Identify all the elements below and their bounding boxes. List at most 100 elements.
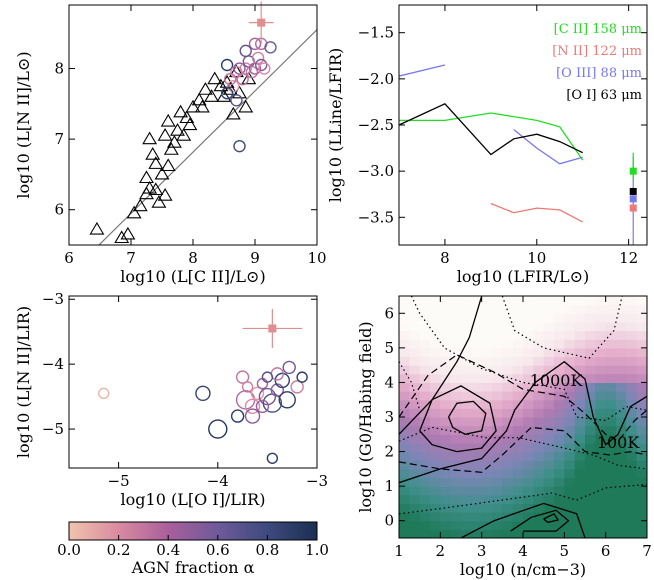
circle-point: [98, 387, 110, 400]
heatmap-cell: [450, 477, 462, 487]
heatmap-cell: [585, 529, 596, 538]
heatmap-cell: [564, 408, 576, 418]
heatmap-cell: [481, 339, 493, 349]
heatmap-cell: [399, 296, 410, 306]
heatmap-cell: [636, 391, 647, 401]
heatmap-cell: [626, 339, 638, 349]
heatmap-cell: [574, 468, 586, 479]
heatmap-cell: [533, 296, 545, 306]
heatmap-cell: [533, 399, 545, 409]
heatmap-cell: [605, 296, 617, 306]
colorbar-gradient: [68, 521, 318, 541]
heatmap-cell: [481, 434, 493, 444]
heatmap-cell: [430, 382, 441, 392]
heatmap-cell: [461, 425, 472, 435]
heatmap-cell: [533, 356, 545, 366]
heatmap-cell: [626, 373, 638, 383]
circle-point: [241, 381, 254, 393]
heatmap-cell: [543, 503, 555, 513]
heatmap-cell: [595, 468, 607, 479]
heatmap-cell: [409, 477, 421, 487]
heatmap-cell: [574, 486, 586, 496]
heatmap-cell: [481, 399, 493, 409]
x-tick-label: 2: [436, 542, 446, 560]
heatmap-cell: [616, 494, 627, 504]
heatmap-cell: [554, 477, 565, 487]
heatmap-cell: [523, 382, 534, 392]
heatmap-cell: [605, 520, 617, 530]
series-line: [513, 129, 583, 165]
heatmap-cell: [574, 503, 586, 513]
plot-frame: [68, 295, 318, 469]
heatmap-cell: [543, 451, 555, 461]
circle-point: [244, 408, 261, 424]
heatmap-cell: [409, 399, 421, 409]
heatmap-cell: [502, 399, 514, 409]
heatmap-cell: [523, 399, 534, 409]
colorbar-ticks: 0.0 0.2 0.4 0.6 0.8 1.0: [57, 535, 329, 559]
heatmap-cell: [585, 296, 596, 306]
contour-dotted: [410, 296, 647, 422]
heatmap-cell: [574, 296, 586, 306]
heatmap-cell: [502, 512, 514, 522]
triangle-point: [160, 158, 176, 172]
heatmap-cell: [481, 486, 493, 496]
heatmap-cell: [492, 512, 503, 522]
heatmap-cell: [564, 399, 576, 409]
heatmap-cell: [595, 304, 607, 314]
heatmap-cell: [512, 339, 524, 349]
heatmap-cell: [626, 460, 638, 470]
heatmap-cell: [399, 373, 410, 383]
heatmap-cell: [574, 330, 586, 340]
heatmap-cell: [554, 417, 565, 427]
heatmap-cell: [574, 347, 586, 358]
heatmap-cell: [461, 442, 472, 453]
heatmap-cell: [409, 442, 421, 453]
heatmap-cell: [430, 494, 441, 504]
heatmap-cell: [605, 512, 617, 522]
heatmap-cell: [636, 296, 647, 306]
heatmap-cell: [461, 347, 472, 358]
triangle-point: [222, 82, 238, 95]
legend-entry: [O I] 63 μm: [566, 88, 642, 103]
heatmap-cell: [409, 417, 421, 427]
panel-line-ratio-vs-lfir: [C II] 158 μm [N II] 122 μm [O III] 88 μm […: [326, 4, 648, 286]
heatmap-cell: [595, 512, 607, 522]
heatmap-cell: [626, 313, 638, 323]
heatmap-cell: [585, 520, 596, 530]
heatmap-cell: [450, 339, 462, 349]
triangle-point: [207, 71, 223, 85]
heatmap-cell: [636, 520, 647, 530]
heatmap-cell: [512, 529, 524, 538]
heatmap-cell: [523, 460, 534, 470]
heatmap-cell: [399, 417, 410, 427]
heatmap-cell: [399, 356, 410, 366]
heatmap-cell: [409, 373, 421, 383]
heatmap-cell: [564, 503, 576, 513]
heatmap-cell: [440, 468, 452, 479]
heatmap-cell: [481, 365, 493, 375]
circle-point: [230, 94, 243, 107]
legend-entry: [N II] 122 μm: [552, 44, 642, 59]
circle-point: [296, 371, 308, 383]
heatmap-cell: [564, 468, 576, 479]
heatmap-cell: [440, 451, 452, 461]
heatmap-cell: [481, 417, 493, 427]
heatmap-cell: [471, 347, 483, 358]
series-point-12: [629, 195, 637, 203]
x-tick-label: 6: [601, 542, 611, 560]
heatmap-cell: [512, 477, 524, 487]
heatmap-cell: [626, 468, 638, 479]
heatmap-cell: [543, 468, 555, 479]
heatmap-cell: [430, 373, 441, 383]
heatmap-cell: [419, 408, 431, 418]
heatmap-cell: [626, 330, 638, 340]
colorbar-tick-label: 0.2: [107, 541, 131, 559]
heatmap-cell: [399, 451, 410, 461]
circle-point: [266, 452, 279, 464]
heatmap-cell: [399, 321, 410, 332]
heatmap-cell: [523, 468, 534, 479]
contour-solid: [447, 400, 487, 435]
x-tick-label: 7: [126, 249, 136, 267]
heatmap-cell: [409, 391, 421, 401]
